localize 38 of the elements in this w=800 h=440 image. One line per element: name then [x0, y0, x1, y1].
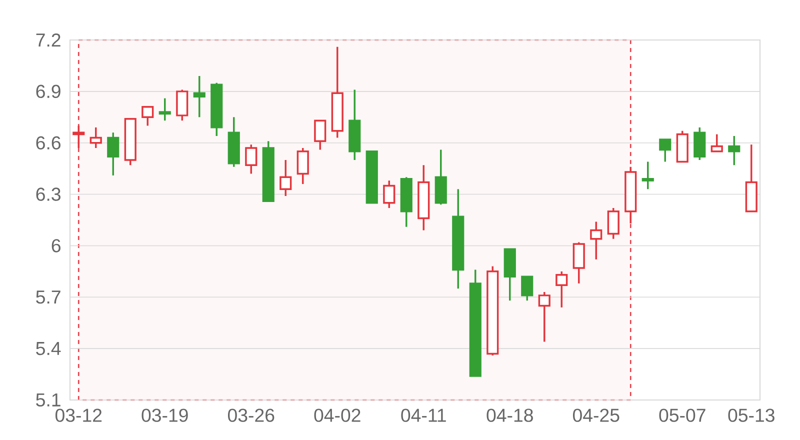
- candlestick: [659, 138, 672, 163]
- candlestick: [280, 159, 292, 197]
- candlestick: [538, 291, 550, 343]
- x-tick-label: 05-07: [659, 408, 706, 422]
- candlestick: [728, 135, 740, 166]
- y-tick-label: 7.2: [36, 33, 60, 47]
- x-tick-label: 04-18: [486, 408, 533, 422]
- candlestick: [193, 75, 206, 118]
- y-tick-label: 5.4: [36, 342, 61, 356]
- x-tick-label: 03-19: [142, 408, 188, 422]
- x-tick-label: 03-26: [228, 408, 274, 422]
- candlestick: [383, 180, 396, 209]
- candlestick: [642, 160, 654, 190]
- y-tick-label: 6.9: [36, 84, 60, 98]
- candlestick: [158, 97, 171, 122]
- candlestick: [245, 144, 258, 175]
- candlestick: [590, 220, 602, 260]
- candlestick: [142, 106, 154, 127]
- x-tick-label: 04-11: [401, 408, 446, 422]
- candlestick: [710, 133, 723, 152]
- x-tick-label: 03-12: [55, 408, 102, 422]
- x-tick-label: 04-02: [314, 408, 360, 422]
- candlestick: [176, 88, 188, 122]
- candlestick: [607, 207, 620, 240]
- y-tick-label: 5.7: [36, 290, 60, 304]
- candlestick: [296, 147, 309, 185]
- candlestick: [521, 276, 534, 302]
- candlestick: [556, 270, 568, 308]
- y-tick-label: 6.3: [36, 188, 60, 201]
- candlestick: [90, 126, 102, 149]
- x-tick-label: 05-13: [728, 408, 774, 422]
- candlestick: [314, 120, 326, 151]
- y-tick-label: 5.1: [36, 393, 60, 407]
- candlestick: [107, 132, 120, 176]
- candlestick: [572, 241, 585, 284]
- x-tick-label: 04-25: [572, 408, 620, 422]
- y-tick-label: 6.6: [36, 136, 60, 150]
- y-tick-label: 6: [52, 239, 60, 252]
